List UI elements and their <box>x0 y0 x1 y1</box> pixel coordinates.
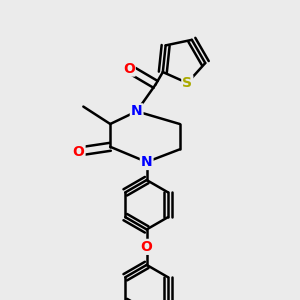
Text: N: N <box>141 155 152 169</box>
Text: S: S <box>182 76 192 90</box>
Text: O: O <box>73 145 85 158</box>
Text: O: O <box>141 240 153 254</box>
Text: N: N <box>131 104 142 118</box>
Text: O: O <box>123 61 135 76</box>
